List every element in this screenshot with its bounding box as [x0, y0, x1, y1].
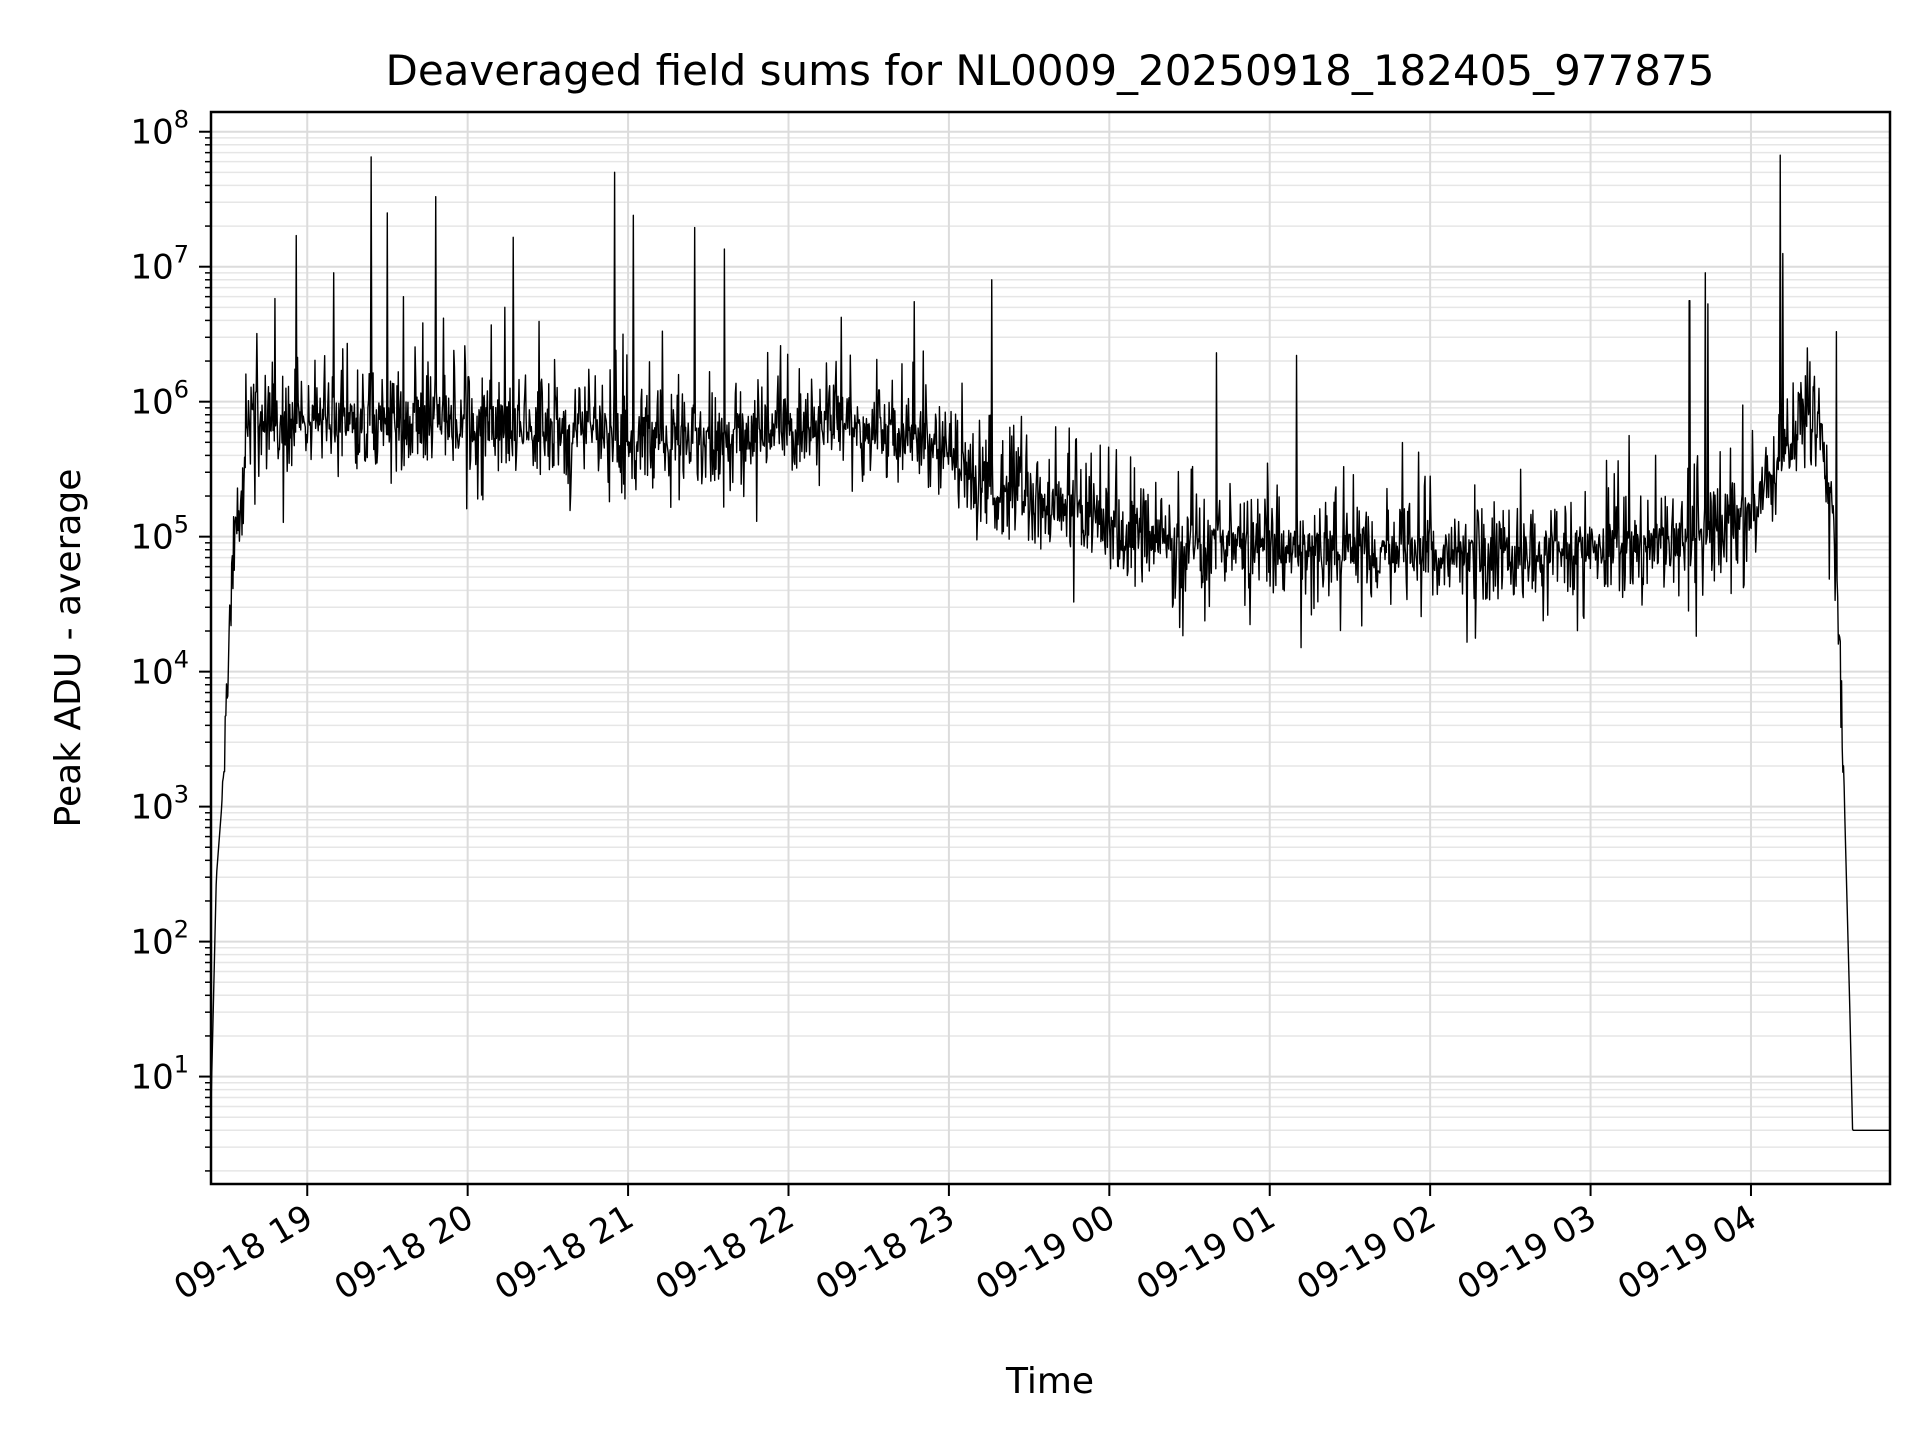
grid: [211, 112, 1890, 1184]
x-tick-label: 09-19 01: [1130, 1197, 1282, 1308]
data-series: [210, 154, 1891, 1131]
x-tick-label: 09-19 04: [1611, 1197, 1763, 1308]
x-tick-label: 09-19 00: [969, 1197, 1121, 1308]
x-tick-label: 09-18 23: [809, 1197, 961, 1308]
y-tick-label: 104: [130, 646, 189, 693]
y-axis-label: Peak ADU - average: [48, 469, 89, 828]
x-tick-label: 09-18 19: [167, 1197, 319, 1308]
y-tick-label: 102: [130, 916, 189, 963]
y-axis: 101 102 103 104 105 106 107 108: [130, 106, 211, 1172]
y-tick-label: 103: [130, 781, 189, 828]
series-line: [210, 154, 1891, 1131]
y-tick-label: 107: [130, 241, 189, 288]
x-tick-label: 09-18 22: [649, 1197, 801, 1308]
x-tick-label: 09-18 20: [328, 1197, 480, 1308]
plot-frame: [209, 110, 1892, 1186]
y-tick-label: 108: [130, 106, 189, 153]
y-tick-label: 106: [130, 376, 189, 423]
y-tick-label: 101: [130, 1051, 189, 1098]
x-axis: 09-18 19 09-18 20 09-18 21 09-18 22 09-18 23…: [167, 1184, 1763, 1308]
x-tick-label: 09-18 21: [488, 1197, 640, 1308]
x-tick-label: 09-19 02: [1290, 1197, 1442, 1308]
x-tick-label: 09-19 03: [1451, 1197, 1603, 1308]
y-tick-label: 105: [130, 511, 189, 558]
chart-title: Deaveraged field sums for NL0009_2025091…: [386, 46, 1715, 95]
x-axis-label: Time: [1005, 1361, 1094, 1402]
